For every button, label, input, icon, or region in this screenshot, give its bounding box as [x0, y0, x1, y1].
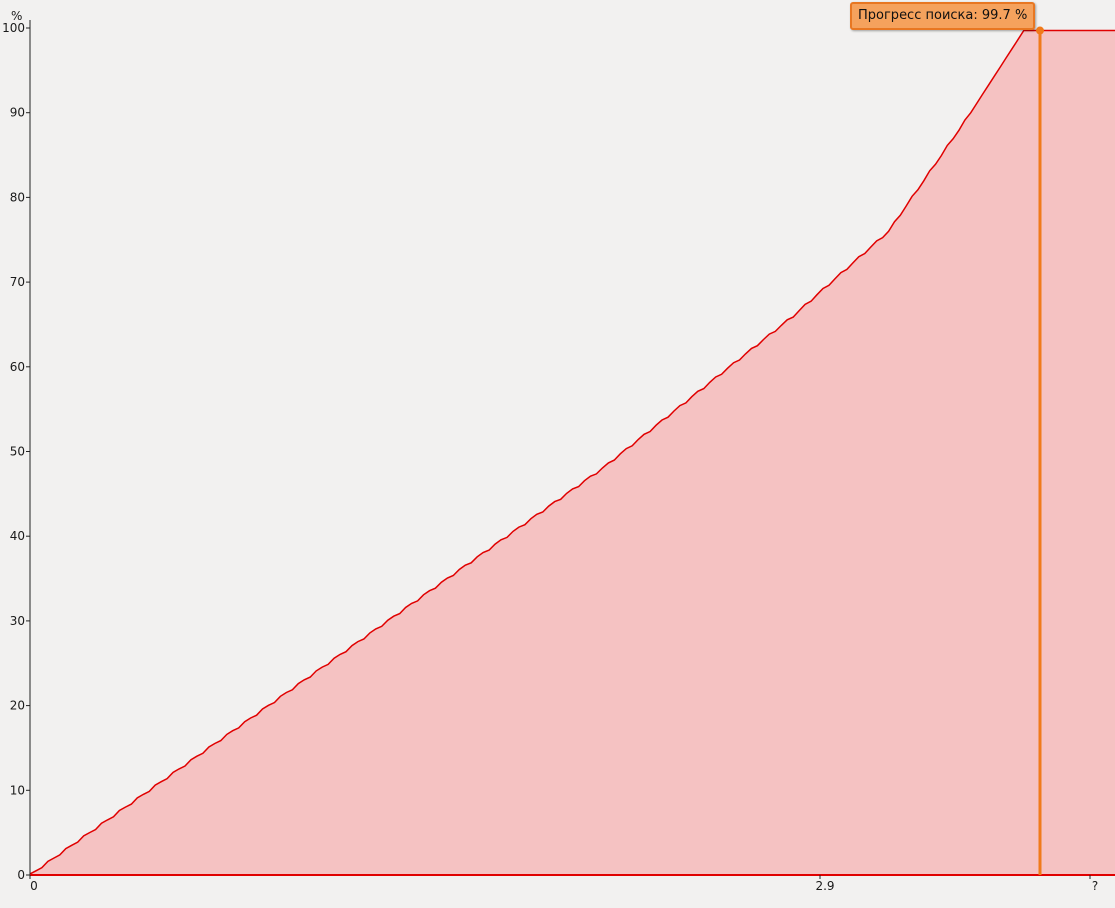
cursor-layer	[1036, 26, 1044, 875]
y-tick-label: 50	[10, 445, 25, 459]
progress-line	[29, 29, 1115, 875]
y-unit-label: %	[11, 9, 22, 23]
y-tick-label: 60	[10, 360, 25, 374]
y-tick-label: 90	[10, 106, 25, 120]
progress-area	[30, 30, 1115, 875]
cursor-point[interactable]	[1036, 26, 1044, 35]
x-tick-label: 0	[30, 879, 38, 893]
y-tick-label: 30	[10, 614, 25, 628]
y-tick-label: 80	[10, 190, 25, 204]
axes-layer: % 0 10 20 30 40 50 60 70 80 90 100 0 2.9?	[2, 9, 1115, 893]
y-tick-label: 100	[2, 21, 25, 35]
x-tick-label: 2.9	[815, 879, 834, 893]
y-tick-label: 10	[10, 783, 25, 797]
x-tick-label: ?	[1092, 879, 1098, 893]
y-tick-label: 0	[17, 868, 25, 882]
y-tick-label: 70	[10, 275, 25, 289]
area-layer	[29, 29, 1115, 875]
y-tick-label: 40	[10, 529, 25, 543]
y-tick-label: 20	[10, 699, 25, 713]
progress-tooltip: Прогресс поиска: 99.7 %	[850, 2, 1036, 30]
